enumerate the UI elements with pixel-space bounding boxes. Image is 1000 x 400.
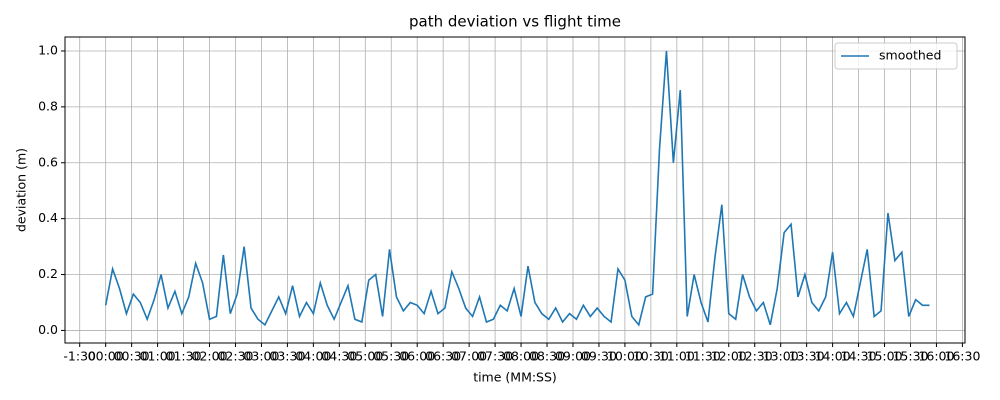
- x-tick-label: 04:00: [295, 349, 331, 364]
- x-axis-label: time (MM:SS): [473, 370, 557, 385]
- chart-title: path deviation vs flight time: [409, 13, 621, 31]
- x-tick-label: 06:30: [425, 349, 461, 364]
- legend-label: smoothed: [879, 48, 941, 63]
- x-tick-label: 09:00: [555, 349, 591, 364]
- x-tick-label: 05:30: [373, 349, 409, 364]
- x-tick-label: 10:30: [633, 349, 669, 364]
- x-tick-label: 11:00: [659, 349, 695, 364]
- x-tick-label: 01:00: [140, 349, 176, 364]
- x-tick-label: 13:30: [789, 349, 825, 364]
- x-tick-label: 11:30: [685, 349, 721, 364]
- x-tick-label: 14:00: [815, 349, 851, 364]
- x-tick-label: 15:00: [867, 349, 903, 364]
- x-tick-label: -1:30: [63, 349, 96, 364]
- x-tick-label: 05:00: [347, 349, 383, 364]
- x-tick-label: 14:30: [841, 349, 877, 364]
- y-tick-label: 0.0: [38, 322, 58, 337]
- plot-frame: [64, 36, 966, 344]
- x-tick-label: 07:30: [477, 349, 513, 364]
- y-tick-label: 0.6: [38, 154, 58, 169]
- x-tick-label: 06:00: [399, 349, 435, 364]
- x-tick-label: 16:00: [918, 349, 954, 364]
- x-tick-label: 02:30: [217, 349, 253, 364]
- x-tick-label: 08:00: [503, 349, 539, 364]
- x-tick-label: 12:30: [737, 349, 773, 364]
- y-tick-label: 0.2: [38, 266, 58, 281]
- x-tick-label: 00:30: [114, 349, 150, 364]
- x-tick-label: 02:00: [192, 349, 228, 364]
- x-tick-label: 16:30: [944, 349, 980, 364]
- x-tick-label: 03:30: [269, 349, 305, 364]
- y-tick-label: 0.4: [38, 210, 58, 225]
- y-tick-label: 1.0: [38, 42, 58, 57]
- y-tick-label: 0.8: [38, 98, 58, 113]
- x-tick-label: 15:30: [892, 349, 928, 364]
- data-line: [104, 50, 930, 327]
- x-tick-label: 10:00: [607, 349, 643, 364]
- x-tick-label: 03:00: [243, 349, 279, 364]
- x-tick-label: 09:30: [581, 349, 617, 364]
- x-tick-label: 12:00: [711, 349, 747, 364]
- x-tick-label: 08:30: [529, 349, 565, 364]
- x-tick-label: 07:00: [451, 349, 487, 364]
- x-tick-label: 01:30: [166, 349, 202, 364]
- legend-box: [834, 42, 958, 70]
- x-tick-label: 13:00: [763, 349, 799, 364]
- x-tick-label: 00:00: [88, 349, 124, 364]
- y-axis-label: deviation (m): [14, 148, 29, 232]
- x-tick-label: 04:30: [321, 349, 357, 364]
